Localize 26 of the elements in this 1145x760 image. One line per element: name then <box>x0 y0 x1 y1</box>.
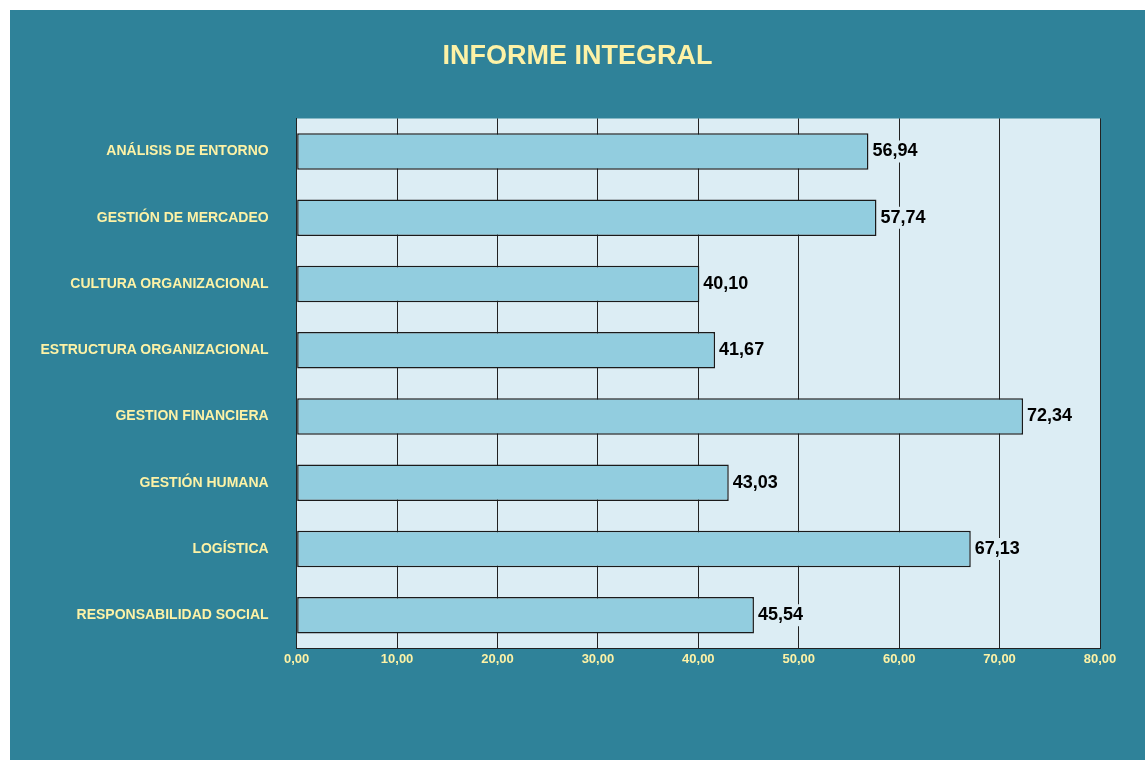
y-tick-label: RESPONSABILIDAD SOCIAL <box>76 606 270 623</box>
y-tick-label: GESTIÓN DE MERCADEO <box>96 207 269 225</box>
y-tick-label: LOGÍSTICA <box>192 539 269 556</box>
data-label: 67,13 <box>974 537 1020 558</box>
x-tick-label: 70,00 <box>983 650 1016 666</box>
data-label: 56,94 <box>872 140 918 161</box>
x-tick-label: 10,00 <box>380 650 414 666</box>
y-tick-label: CULTURA ORGANIZACIONAL <box>70 274 270 291</box>
x-tick-label: 30,00 <box>581 650 615 666</box>
data-label: 40,10 <box>703 272 749 293</box>
y-tick-label: GESTIÓN HUMANA <box>139 472 269 490</box>
data-label: 72,34 <box>1027 405 1073 426</box>
data-label: 57,74 <box>880 206 926 227</box>
y-tick-label: ESTRUCTURA ORGANIZACIONAL <box>40 341 270 358</box>
x-tick-label: 20,00 <box>481 650 514 666</box>
x-tick-label: 0,00 <box>284 650 310 666</box>
data-label: 45,54 <box>757 604 804 625</box>
x-tick-label: 40,00 <box>682 650 715 666</box>
x-tick-label: 80,00 <box>1083 650 1117 666</box>
chart-title: INFORME INTEGRAL <box>441 40 714 71</box>
data-label: 41,67 <box>719 339 765 360</box>
x-tick-label: 60,00 <box>882 650 916 666</box>
y-tick-label: ANÁLISIS DE ENTORNO <box>106 142 269 159</box>
x-tick-label: 50,00 <box>782 650 816 666</box>
data-label: 43,03 <box>732 471 778 492</box>
y-tick-label: GESTION FINANCIERA <box>115 407 269 424</box>
